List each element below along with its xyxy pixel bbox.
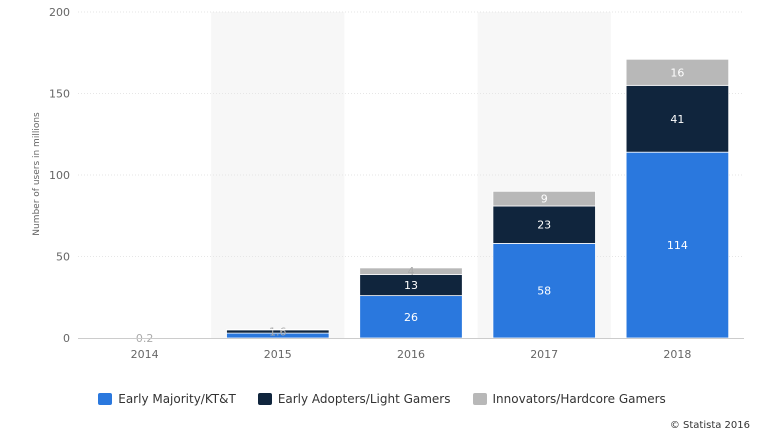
bar-2016-series-0 xyxy=(359,295,463,339)
y-tick-label: 100 xyxy=(49,169,70,182)
legend-swatch xyxy=(257,393,272,405)
legend-label: Innovators/Hardcore Gamers xyxy=(492,392,666,406)
data-label-2018-series-1: 41 xyxy=(670,113,684,126)
legend-swatch xyxy=(98,393,113,405)
data-label-2018-series-0: 114 xyxy=(667,239,688,252)
data-label-2016-series-1: 13 xyxy=(404,279,418,292)
data-label-2017-series-1: 23 xyxy=(537,219,551,232)
data-label-2016-series-2: 4 xyxy=(408,265,415,278)
stacked-bar-chart: 0 50 100 150 200 Number of users in millions… xyxy=(32,6,744,361)
x-tick-label: 2017 xyxy=(530,348,558,361)
x-tick-label: 2015 xyxy=(264,348,292,361)
data-label-2017-series-0: 58 xyxy=(537,285,551,298)
bar-2016-series-2 xyxy=(359,267,463,275)
y-axis-label: Number of users in millions xyxy=(32,112,42,236)
x-tick-label: 2016 xyxy=(397,348,425,361)
legend-item-2[interactable]: Innovators/Hardcore Gamers xyxy=(472,392,666,406)
y-tick-label: 0 xyxy=(63,332,70,345)
bar-2017-series-2 xyxy=(492,190,596,207)
x-axis-ticks: 2014 2015 2016 2017 2018 xyxy=(131,348,692,361)
y-tick-label: 200 xyxy=(49,6,70,19)
legend-label: Early Majority/KT&T xyxy=(118,392,236,406)
bar-2017-series-1 xyxy=(492,205,596,244)
bar-2018-series-1 xyxy=(625,84,730,153)
bar-2015-series-2 xyxy=(226,328,330,331)
data-label-2016-series-0: 26 xyxy=(404,311,418,324)
data-label-2015-series-1: 1.6 xyxy=(269,325,287,338)
legend-swatch xyxy=(472,393,487,405)
band-2015 xyxy=(211,12,345,338)
data-label-2017-series-2: 9 xyxy=(541,193,548,206)
legend: Early Majority/KT&T Early Adopters/Light … xyxy=(0,392,764,406)
source-credit: © Statista 2016 xyxy=(669,420,750,431)
x-tick-label: 2014 xyxy=(131,348,159,361)
y-tick-label: 150 xyxy=(49,88,70,101)
y-tick-label: 50 xyxy=(56,251,70,264)
x-tick-label: 2018 xyxy=(663,348,691,361)
legend-item-1[interactable]: Early Adopters/Light Gamers xyxy=(257,392,451,406)
bar-2018-series-2 xyxy=(625,58,730,86)
legend-item-0[interactable]: Early Majority/KT&T xyxy=(98,392,236,406)
data-label-2018-series-2: 16 xyxy=(670,66,684,79)
bar-2017-series-0 xyxy=(492,243,596,339)
y-axis-ticks: 0 50 100 150 200 xyxy=(49,6,70,345)
legend-label: Early Adopters/Light Gamers xyxy=(277,392,451,406)
bar-2018-series-0 xyxy=(625,151,730,339)
